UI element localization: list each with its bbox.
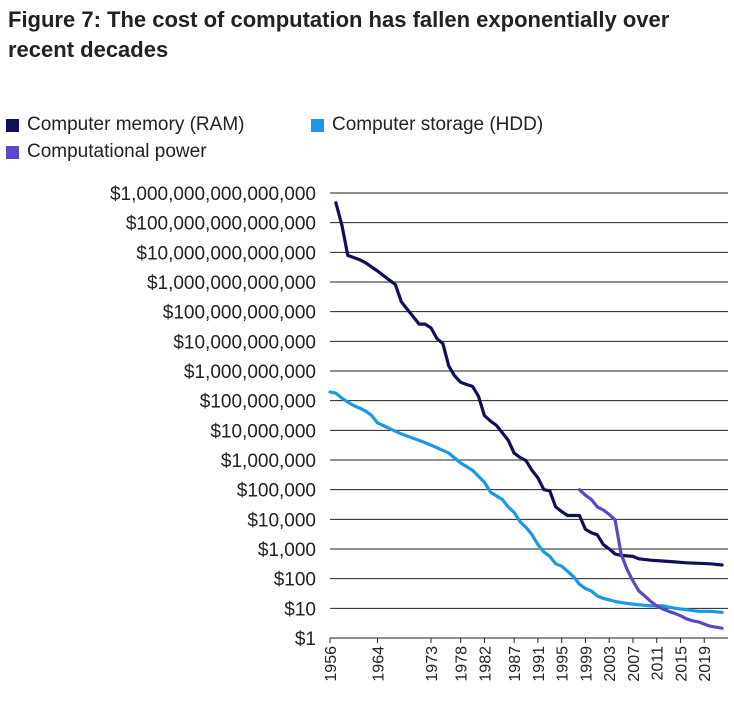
- series-lines: [328, 201, 724, 630]
- legend-item-ram: Computer memory (RAM): [6, 114, 244, 136]
- legend-item-compute: Computational power: [6, 141, 207, 163]
- x-tick-label: 1987: [507, 646, 524, 682]
- y-tick-label: $1,000,000,000,000: [147, 273, 316, 294]
- legend-swatch-compute: [6, 145, 19, 159]
- chart-legend: Computer memory (RAM) Computer storage (…: [6, 114, 726, 170]
- x-tick-label: 2019: [697, 646, 714, 682]
- y-tick-label: $1,000,000,000: [184, 362, 316, 383]
- y-tick-label: $1,000: [258, 540, 316, 561]
- y-tick-label: $100,000,000,000: [163, 303, 316, 324]
- y-tick-label: $100,000: [237, 481, 316, 502]
- legend-swatch-hdd: [311, 118, 324, 132]
- x-tick-label: 1978: [454, 646, 471, 682]
- legend-swatch-ram: [6, 118, 19, 132]
- x-tick-label: 1956: [323, 646, 340, 682]
- chart-title: Figure 7: The cost of computation has fa…: [8, 7, 670, 62]
- y-tick-label: $100: [274, 570, 316, 591]
- y-tick-label: $100,000,000: [200, 392, 316, 413]
- x-tick-label: 2015: [673, 646, 690, 682]
- y-tick-label: $10,000,000: [210, 421, 316, 442]
- x-axis-ticks: 1956 1964 1973 1978 1982 1987 1991 1995 1999 2003…: [323, 638, 714, 682]
- y-tick-label: $100,000,000,000,000: [126, 214, 316, 235]
- x-tick-label: 2011: [650, 646, 667, 681]
- legend-item-hdd: Computer storage (HDD): [311, 114, 543, 136]
- legend-label-hdd: Computer storage (HDD): [332, 114, 544, 135]
- x-tick-label: 2003: [602, 646, 619, 682]
- y-tick-label: $10,000: [247, 510, 316, 531]
- series-compute-line: [577, 488, 724, 630]
- series-hdd-line: [328, 390, 724, 614]
- y-tick-label: $1: [295, 629, 316, 650]
- y-tick-label: $10,000,000,000,000: [136, 243, 316, 264]
- x-tick-label: 1995: [555, 646, 572, 682]
- series-ram-line: [334, 201, 724, 567]
- x-tick-label: 1973: [424, 646, 441, 682]
- x-tick-label: 1991: [531, 646, 548, 682]
- x-tick-label: 1964: [371, 646, 388, 682]
- x-tick-label: 1999: [578, 646, 595, 682]
- y-gridlines: [330, 192, 728, 639]
- y-tick-label: $10: [284, 599, 316, 620]
- y-tick-label: $1,000,000: [221, 451, 316, 472]
- legend-label-compute: Computational power: [27, 141, 207, 162]
- x-tick-label: 2007: [626, 646, 643, 682]
- y-axis-ticks: $1 $10 $100 $1,000 $10,000 $100,000 $1,000,000…: [110, 184, 316, 650]
- legend-label-ram: Computer memory (RAM): [27, 114, 245, 135]
- y-tick-label: $10,000,000,000: [173, 332, 316, 353]
- x-tick-label: 1982: [477, 646, 494, 682]
- y-tick-label: $1,000,000,000,000,000: [110, 184, 316, 205]
